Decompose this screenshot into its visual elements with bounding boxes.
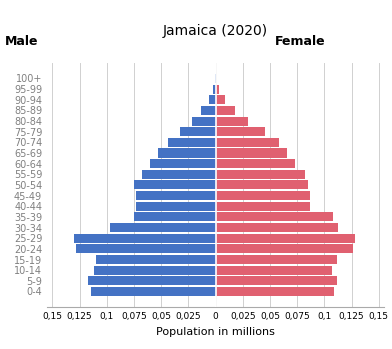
Bar: [134, 213, 216, 222]
Bar: [168, 138, 216, 147]
Bar: [96, 255, 216, 264]
Bar: [215, 74, 216, 83]
Bar: [192, 117, 216, 126]
Bar: [180, 127, 216, 136]
Bar: [216, 170, 305, 179]
Text: Female: Female: [274, 35, 325, 48]
Bar: [216, 84, 219, 94]
Bar: [209, 95, 216, 104]
Bar: [213, 84, 216, 94]
Bar: [216, 180, 308, 190]
Bar: [201, 106, 216, 115]
Bar: [136, 191, 216, 200]
Bar: [142, 170, 216, 179]
Bar: [216, 276, 338, 285]
Bar: [216, 244, 353, 253]
Title: Jamaica (2020): Jamaica (2020): [163, 24, 268, 38]
Bar: [136, 202, 216, 211]
Bar: [216, 223, 338, 232]
Bar: [216, 127, 265, 136]
Bar: [216, 95, 225, 104]
Bar: [216, 138, 279, 147]
X-axis label: Population in millions: Population in millions: [156, 327, 275, 336]
Bar: [216, 191, 310, 200]
Bar: [91, 287, 216, 296]
Bar: [94, 266, 216, 275]
Bar: [216, 202, 310, 211]
Bar: [216, 213, 333, 222]
Bar: [216, 234, 355, 243]
Bar: [76, 244, 216, 253]
Bar: [216, 117, 248, 126]
Bar: [88, 276, 216, 285]
Bar: [216, 148, 287, 157]
Text: Male: Male: [5, 35, 38, 48]
Bar: [151, 159, 216, 168]
Bar: [216, 255, 338, 264]
Bar: [158, 148, 216, 157]
Bar: [216, 106, 235, 115]
Bar: [110, 223, 216, 232]
Bar: [134, 180, 216, 190]
Bar: [216, 287, 334, 296]
Bar: [74, 234, 216, 243]
Bar: [216, 266, 332, 275]
Bar: [216, 159, 295, 168]
